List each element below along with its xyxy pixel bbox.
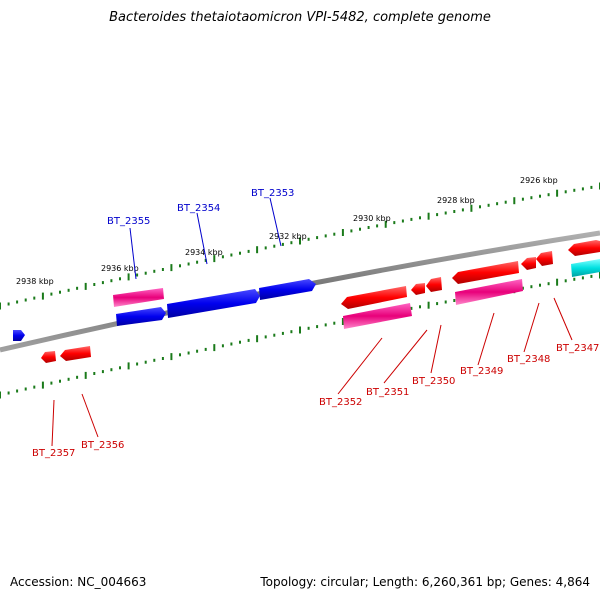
leaders-blue: [129, 197, 282, 280]
map-title: Bacteroides thetaiotaomicron VPI-5482, c…: [109, 10, 491, 25]
gene-label-BT_2349[interactable]: BT_2349: [460, 366, 503, 377]
scale-label-2930: 2930 kbp: [353, 214, 391, 223]
gene-BT_2347[interactable]: [568, 240, 600, 256]
leaders-red: [51, 297, 573, 447]
gene-BT_2356[interactable]: [60, 346, 91, 361]
accession-text: Accession: NC_004663: [10, 575, 147, 589]
gene-left-blue[interactable]: [13, 330, 25, 341]
scale-label-2934: 2934 kbp: [185, 248, 223, 257]
gene-label-BT_2348[interactable]: BT_2348: [507, 354, 550, 365]
gene-cyan[interactable]: [571, 259, 600, 277]
scale-ticks-outer: [0, 182, 600, 310]
scale-label-2932: 2932 kbp: [269, 232, 307, 241]
gene-BT_2357[interactable]: [41, 351, 56, 363]
gene-BT_2348[interactable]: [521, 257, 536, 270]
gene-label-BT_2352[interactable]: BT_2352: [319, 397, 362, 408]
scale-label-2936: 2936 kbp: [101, 264, 139, 273]
gene-track-outer: [13, 240, 600, 363]
gene-BT_2355-blue[interactable]: [116, 307, 166, 326]
gene-BT_2349[interactable]: [455, 279, 523, 305]
gene-BT_2352-red[interactable]: [341, 286, 407, 309]
gene-label-BT_2350[interactable]: BT_2350: [412, 376, 455, 387]
gene-BT_2349-red[interactable]: [452, 261, 519, 284]
gene-BT_2352[interactable]: [343, 303, 412, 329]
gene-label-BT_2356[interactable]: BT_2356: [81, 440, 124, 451]
gene-label-BT_2357[interactable]: BT_2357: [32, 448, 75, 459]
scale-label-2938: 2938 kbp: [16, 277, 54, 286]
scale-label-2926: 2926 kbp: [520, 176, 558, 185]
gene-BT_2354[interactable]: [167, 289, 260, 318]
gene-label-BT_2351[interactable]: BT_2351: [366, 387, 409, 398]
scale-label-2928: 2928 kbp: [437, 196, 475, 205]
gene-label-BT_2347[interactable]: BT_2347: [556, 343, 599, 354]
gene-label-BT_2355[interactable]: BT_2355: [107, 216, 150, 227]
gene-label-BT_2354[interactable]: BT_2354: [177, 203, 220, 214]
gene-BT_2351[interactable]: [411, 283, 425, 295]
gene-label-BT_2353[interactable]: BT_2353: [251, 188, 294, 199]
gene-BT_2353[interactable]: [259, 279, 316, 300]
scale-ticks-inner: [0, 271, 600, 399]
gene-BT_2350[interactable]: [426, 277, 442, 292]
topology-text: Topology: circular; Length: 6,260,361 bp…: [260, 575, 590, 589]
gene-BT_2355[interactable]: [113, 288, 164, 307]
gene-BT_2348b[interactable]: [536, 251, 553, 266]
